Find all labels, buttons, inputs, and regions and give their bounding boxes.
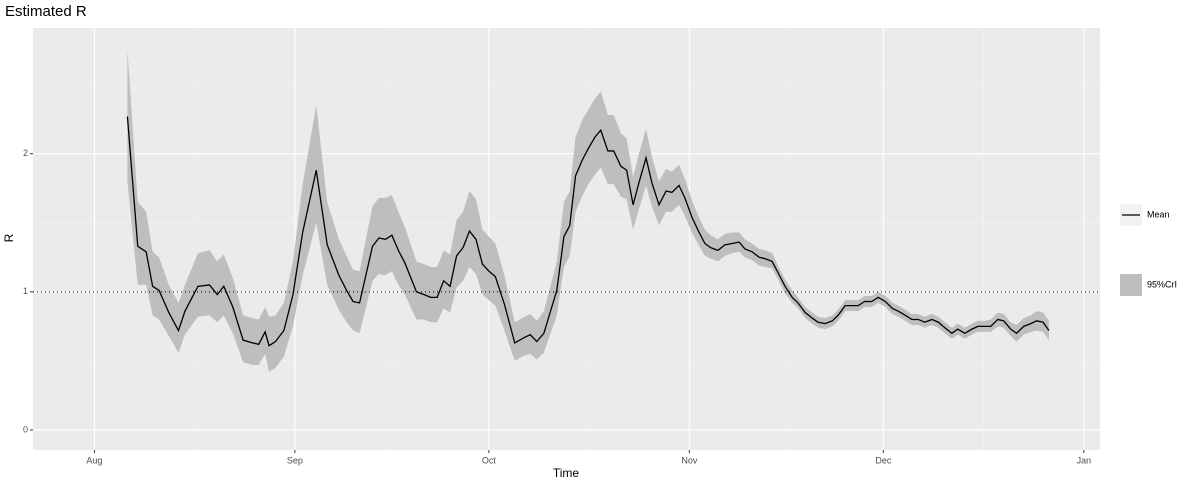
x-tick-label: Nov [681, 455, 698, 465]
y-tick-label: 1 [23, 286, 28, 296]
x-axis-label: Time [553, 466, 580, 480]
x-tick-label: Dec [875, 455, 892, 465]
legend-label: Mean [1147, 209, 1170, 219]
chart-title: Estimated R [5, 3, 87, 20]
x-tick-label: Aug [86, 455, 102, 465]
x-tick-label: Sep [287, 455, 303, 465]
y-tick-label: 2 [23, 148, 28, 158]
legend-label: 95%CrI [1147, 279, 1177, 289]
mean-line [126, 116, 1050, 347]
x-tick-label: Jan [1077, 455, 1092, 465]
y-axis-label: R [2, 233, 16, 242]
legend-key [1120, 274, 1142, 296]
x-tick-label: Oct [482, 455, 497, 465]
y-tick-label: 0 [23, 424, 28, 434]
